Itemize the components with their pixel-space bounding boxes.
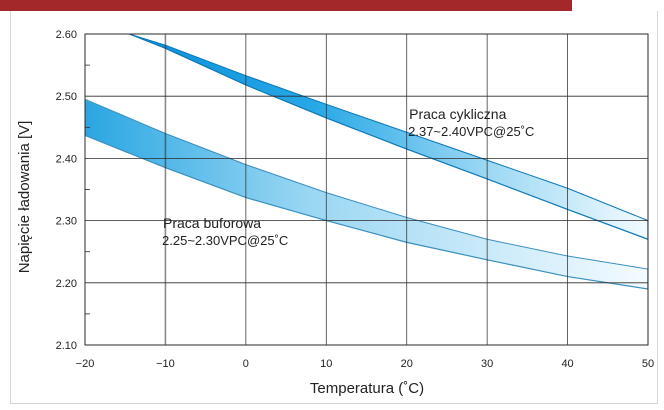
plot-area: −20 −10 0 10 20 30 40 50 2.10 2.20 2.30 2.40 2.50 2.6… xyxy=(56,29,655,370)
annotation-title: Praca buforowa xyxy=(163,215,261,231)
y-tick-label: 2.10 xyxy=(56,340,77,352)
x-tick-label: 0 xyxy=(243,358,249,370)
y-axis-title: Napięcie ładowania [V] xyxy=(16,121,33,274)
band-lower-edge xyxy=(85,134,648,290)
y-tick-label: 2.30 xyxy=(56,216,77,228)
band-cyclic xyxy=(129,34,648,240)
x-tick-label: −10 xyxy=(156,358,175,370)
y-tick-label: 2.50 xyxy=(56,91,77,103)
annotation-range: 2.37~2.40VPC@25˚C xyxy=(408,124,534,139)
x-axis-title: Temperatura (˚C) xyxy=(310,380,424,397)
band-upper-edge xyxy=(85,98,648,270)
bands xyxy=(85,34,648,290)
y-tick-label: 2.20 xyxy=(56,278,77,290)
annotation-title: Praca cykliczna xyxy=(409,106,506,122)
x-tick-label: −20 xyxy=(76,358,95,370)
x-tick-label: 10 xyxy=(320,358,332,370)
y-tick-label: 2.40 xyxy=(56,153,77,165)
x-tick-label: 50 xyxy=(642,358,654,370)
band-lower-edge xyxy=(129,34,648,240)
header-bar xyxy=(0,0,572,11)
x-tick-label: 40 xyxy=(561,358,573,370)
y-tick-label: 2.60 xyxy=(56,29,77,41)
x-tick-label: 30 xyxy=(481,358,493,370)
annotation-range: 2.25~2.30VPC@25˚C xyxy=(162,233,288,248)
band-upper-edge xyxy=(129,34,648,222)
plot-border xyxy=(84,33,649,346)
x-tick-label: 20 xyxy=(401,358,413,370)
band-float xyxy=(85,99,648,290)
